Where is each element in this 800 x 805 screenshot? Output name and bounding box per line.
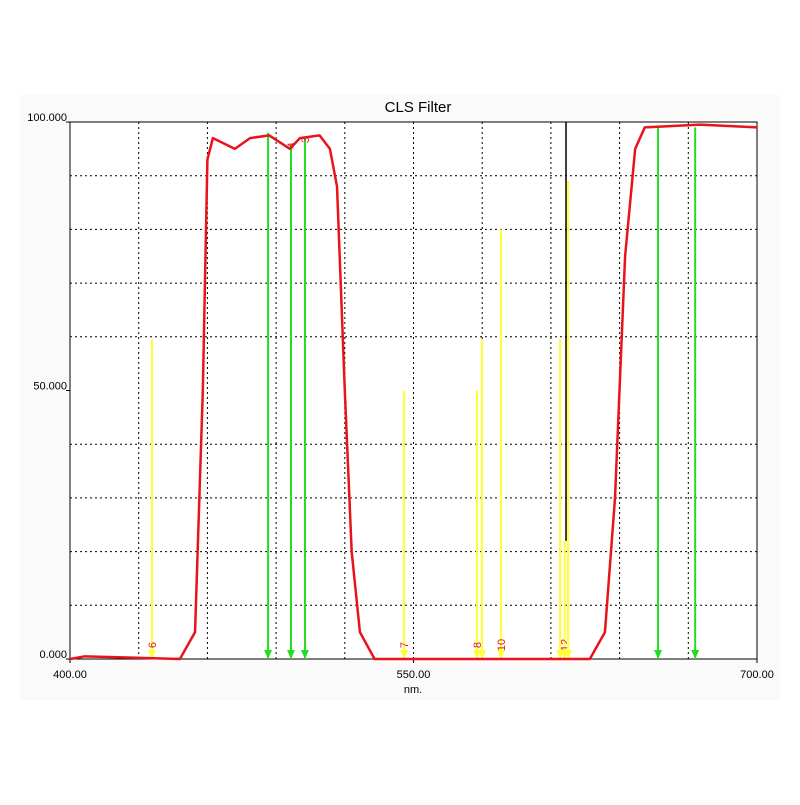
x-tick-label: 400.00 [53,669,87,681]
marker-arrow [286,650,295,659]
marker-label: 8 [472,642,484,648]
marker-arrow [147,650,156,659]
x-tick-label: 700.00 [740,669,774,681]
x-axis-label: nm. [404,684,422,696]
marker-arrow [654,650,663,659]
marker-arrow [496,650,505,659]
marker-arrow [691,650,700,659]
marker-arrow [477,650,486,659]
marker-label: 6 [147,642,159,648]
chart-title: CLS Filter [385,99,452,116]
marker-arrow [472,650,481,659]
y-tick-label: 0.000 [39,649,67,661]
marker-arrow [564,650,573,659]
y-tick-label: 100.000 [27,112,67,124]
marker-label: 3 [300,137,312,143]
marker-label: 7 [399,642,411,648]
marker-arrow [300,650,309,659]
x-tick-label: 550.00 [397,669,431,681]
curve [69,123,758,661]
marker-arrow [264,650,273,659]
plot-area [69,121,758,660]
marker-label: 12 [560,639,572,651]
marker-label: 10 [496,639,508,651]
marker-arrow [400,650,409,659]
y-tick-label: 50.000 [33,380,67,392]
